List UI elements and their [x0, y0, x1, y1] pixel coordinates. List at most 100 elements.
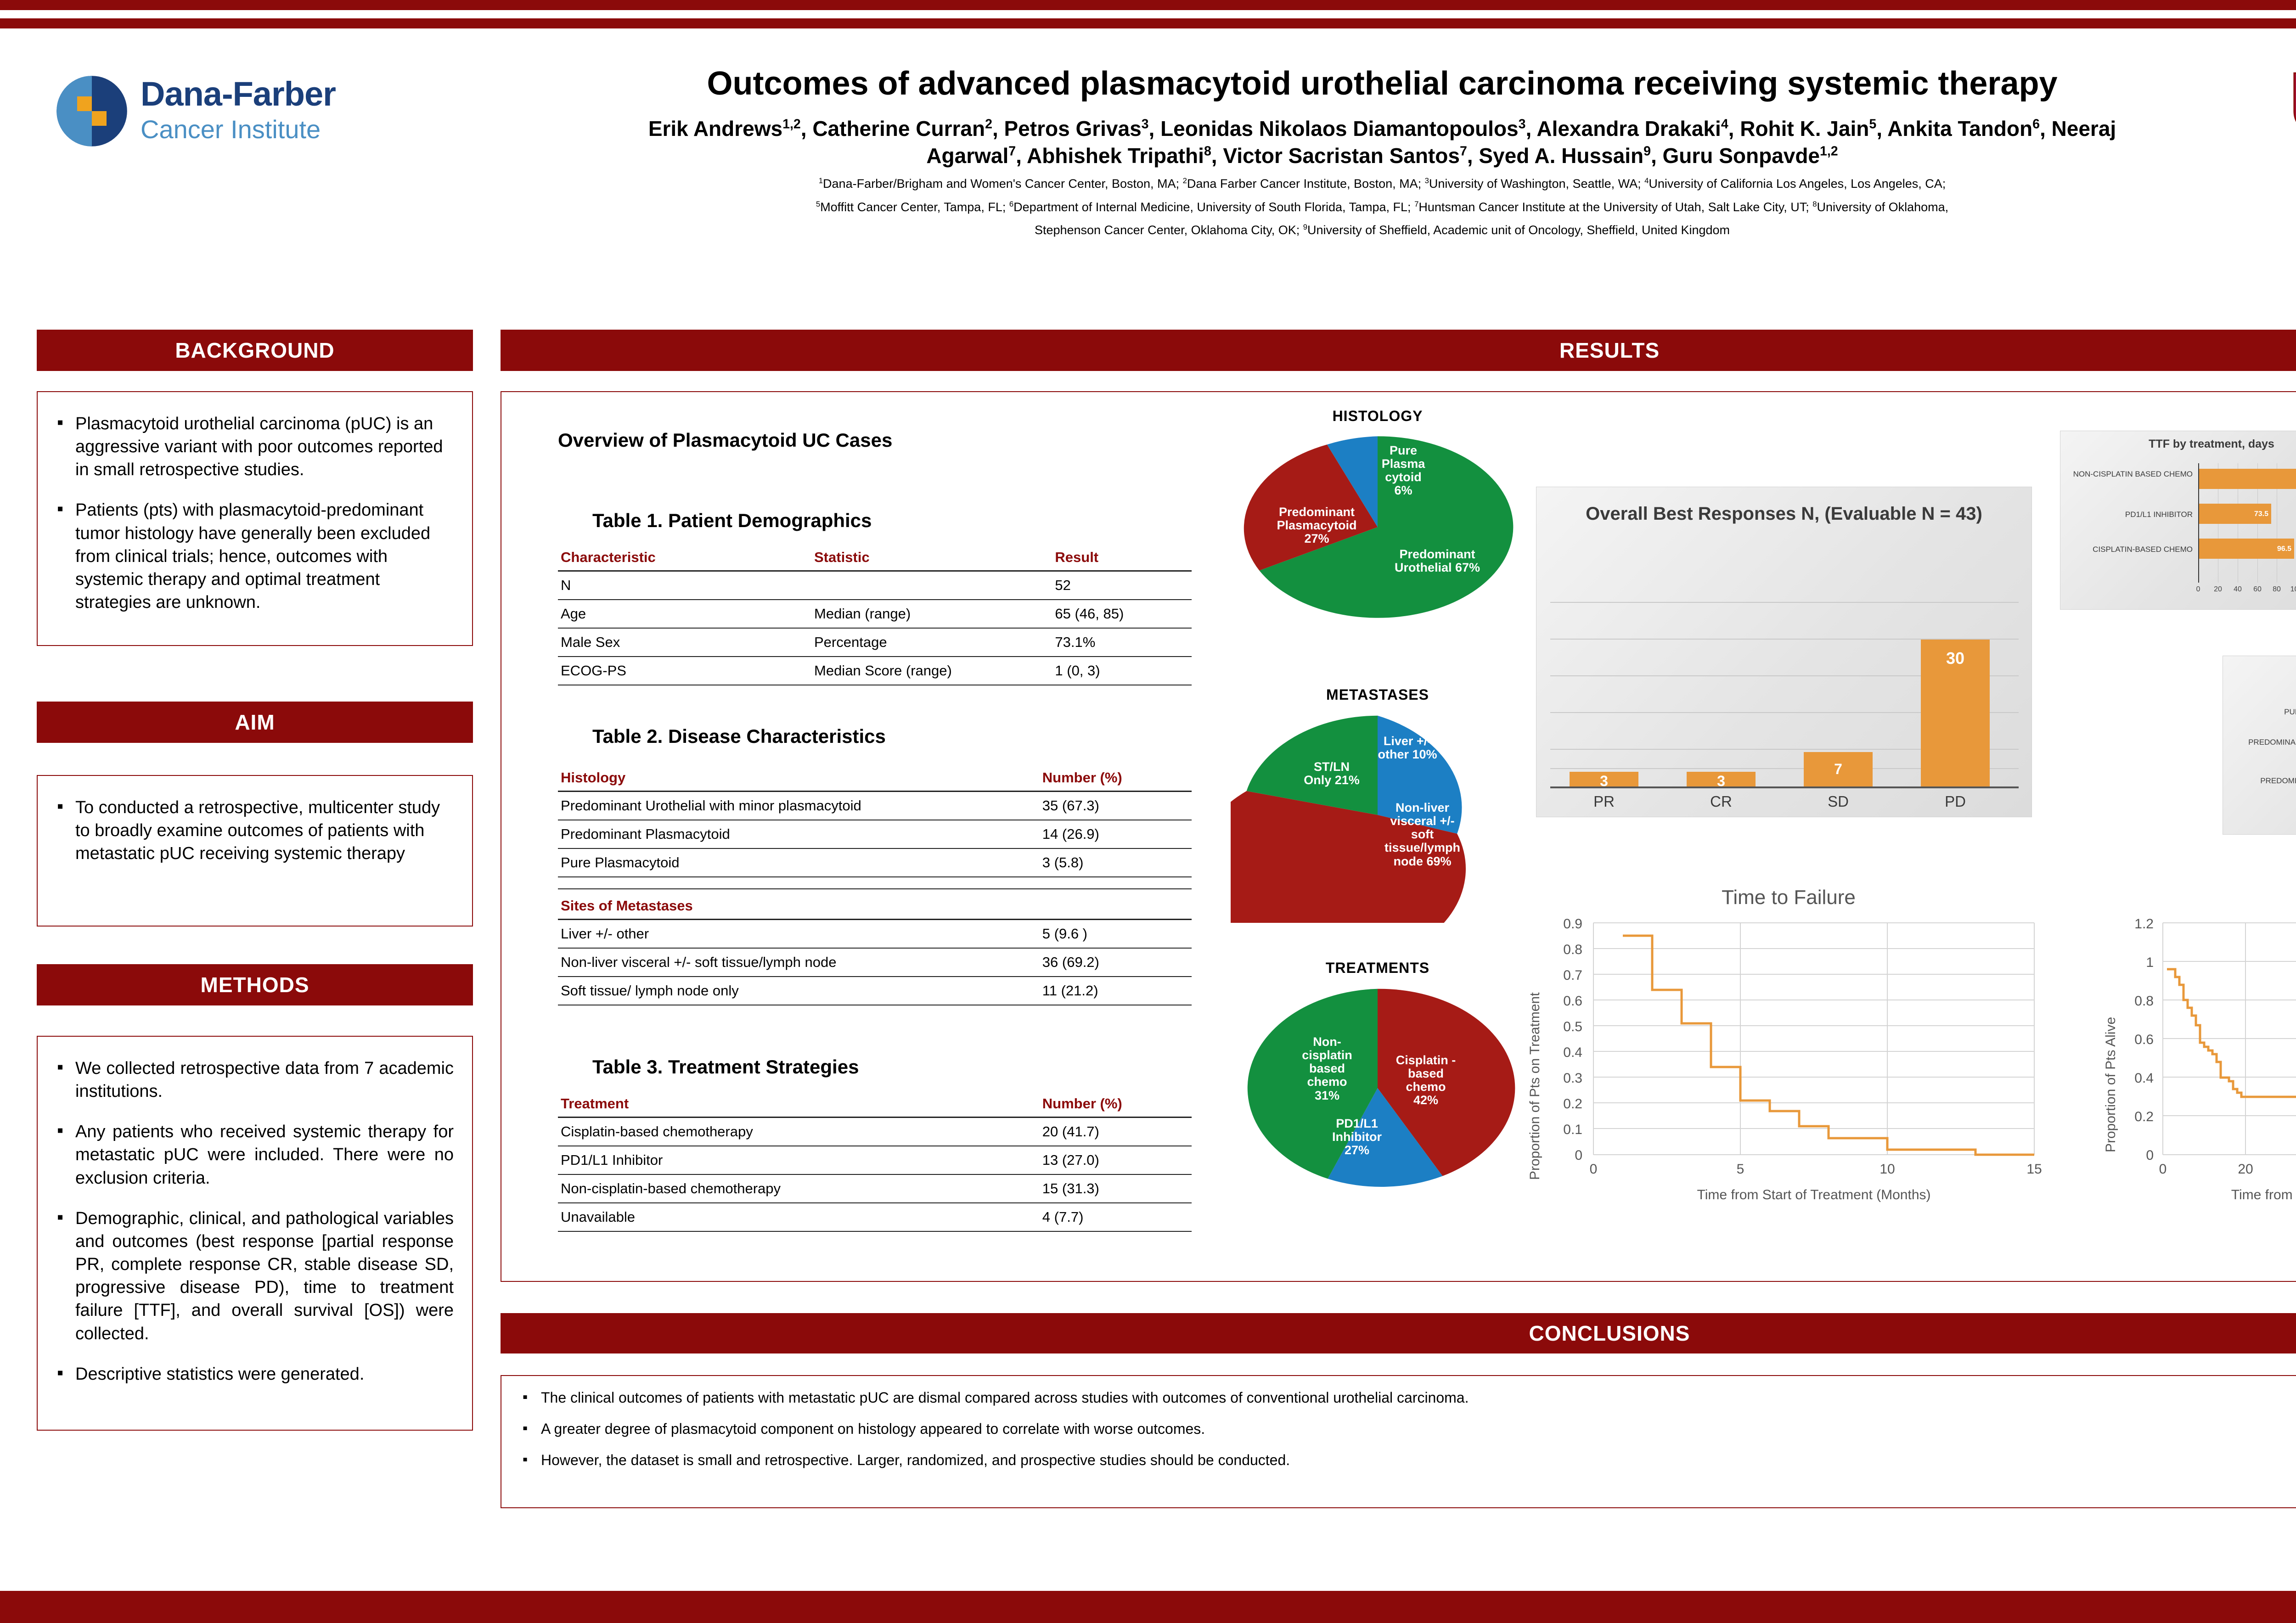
y-tick: 0.2	[1563, 1096, 1582, 1112]
table-patient-demographics: Characteristic Statistic Result N 52 Age…	[558, 546, 1192, 685]
cell: Unavailable	[558, 1203, 1040, 1232]
y-tick: 1	[2146, 955, 2154, 970]
section-banner-methods: METHODS	[37, 964, 473, 1005]
chart-ttf-by-treatment: TTF by treatment, days 122.5 73.5 96.5 N…	[2060, 431, 2296, 610]
y-tick: 1.2	[2134, 916, 2154, 932]
y-tick: 0.3	[1563, 1071, 1582, 1086]
cell: 11 (21.2)	[1039, 977, 1192, 1005]
x-tick: 0	[1589, 1162, 1598, 1177]
section-banner-aim: AIM	[37, 702, 473, 743]
table-row: Pure Plasmacytoid 3 (5.8)	[558, 848, 1192, 877]
methods-panel: We collected retrospective data from 7 a…	[37, 1036, 473, 1431]
bar-value-sd: 7	[1834, 761, 1842, 777]
pie-svg	[1231, 715, 1466, 923]
chart-treatments-pie: TREATMENTS Non-cisplatin based chemo 31%…	[1231, 960, 1525, 1196]
bar-value-cisplatin: 96.5	[2277, 545, 2291, 553]
y-tick: 0	[1575, 1148, 1582, 1163]
cell: Non-liver visceral +/- soft tissue/lymph…	[558, 948, 1040, 977]
list-item: To conducted a retrospective, multicente…	[54, 794, 454, 865]
author-list-line-2: Agarwal7, Abhishek Tripathi8, Victor Sac…	[926, 143, 1838, 168]
cell: Predominant Plasmacytoid	[558, 820, 1040, 849]
background-panel: Plasmacytoid urothelial carcinoma (pUC) …	[37, 391, 473, 646]
cell: Liver +/- other	[558, 919, 1040, 949]
cell	[811, 571, 1052, 600]
chart-overall-survival: Overall Survival Proportion of Pts Alive…	[2094, 886, 2296, 1249]
column-header: Statistic	[811, 546, 1052, 572]
chart-title: Time to Failure	[1722, 886, 1856, 909]
harvard-medical-school-logo: HARVARD MEDICAL SCHOOL	[2291, 70, 2296, 139]
category-label-pure-plasmacytoid: PURE PLASMACYTOID	[2284, 708, 2296, 716]
x-tick: 0	[2159, 1162, 2167, 1177]
bar-pd1l1-inhibitor	[2199, 504, 2271, 524]
conclusions-panel: The clinical outcomes of patients with m…	[501, 1375, 2296, 1508]
category-label-pd: PD	[1945, 793, 1966, 810]
category-label-predominant-urothelial: PREDOMINANT UROTHELIAL	[2260, 776, 2296, 785]
table-row: Male Sex Percentage 73.1%	[558, 628, 1192, 657]
aim-panel: To conducted a retrospective, multicente…	[37, 775, 473, 927]
pie-svg	[1247, 988, 1515, 1187]
x-tick: 5	[1736, 1162, 1745, 1177]
results-overview-title: Overview of Plasmacytoid UC Cases	[558, 429, 893, 451]
table-subsection-header: Sites of Metastases	[558, 888, 1192, 920]
column-header: Number (%)	[1039, 1093, 1192, 1118]
table3-title: Table 3. Treatment Strategies	[592, 1056, 859, 1078]
aim-bullet-list: To conducted a retrospective, multicente…	[54, 794, 454, 865]
table-row: PD1/L1 Inhibitor 13 (27.0)	[558, 1146, 1192, 1175]
cell: Median (range)	[811, 600, 1052, 629]
list-item: A greater degree of plasmacytoid compone…	[520, 1418, 2296, 1438]
category-label-sd: SD	[1828, 793, 1849, 810]
x-tick: 40	[2234, 585, 2242, 593]
cell: ECOG-PS	[558, 657, 811, 685]
list-item: However, the dataset is small and retros…	[520, 1449, 2296, 1470]
chart-metastases-pie: METASTASES Liver +/- other 10% ST/LN Onl…	[1231, 686, 1525, 923]
y-tick: 0.9	[1563, 916, 1582, 932]
list-item: The clinical outcomes of patients with m…	[520, 1387, 2296, 1407]
cell: Predominant Urothelial with minor plasma…	[558, 791, 1040, 820]
bar-sd	[1804, 752, 1873, 786]
x-tick: 10	[1880, 1162, 1895, 1177]
pie-slice-label-pd1l1: PD1/L1 Inhibitor 27%	[1332, 1117, 1382, 1157]
cell: 1 (0, 3)	[1052, 657, 1192, 685]
cell: 13 (27.0)	[1039, 1146, 1192, 1175]
table-row: Non-cisplatin-based chemotherapy 15 (31.…	[558, 1174, 1192, 1203]
list-item: Demographic, clinical, and pathological …	[54, 1205, 454, 1345]
x-tick: 20	[2214, 585, 2222, 593]
x-tick: 20	[2238, 1162, 2253, 1177]
category-label-cr: CR	[1710, 793, 1732, 810]
cell: 52	[1052, 571, 1192, 600]
cell: 65 (46, 85)	[1052, 600, 1192, 629]
cell: Cisplatin-based chemotherapy	[558, 1117, 1040, 1146]
table-row: Age Median (range) 65 (46, 85)	[558, 600, 1192, 629]
cell: N	[558, 571, 811, 600]
km-plot-svg	[2162, 922, 2296, 1155]
author-list-line-1: Erik Andrews1,2, Catherine Curran2, Petr…	[648, 116, 2116, 140]
table-row: Liver +/- other 5 (9.6 )	[558, 919, 1192, 949]
harvard-shield-icon	[2291, 70, 2296, 139]
cell: 4 (7.7)	[1039, 1203, 1192, 1232]
y-tick: 0	[2146, 1148, 2154, 1163]
bar-value-pd: 30	[1946, 649, 1965, 668]
y-tick: 0.8	[1563, 942, 1582, 957]
x-axis-label: Time from Start of Treatment (Months)	[1697, 1187, 1931, 1202]
cell: Age	[558, 600, 811, 629]
table-treatment-strategies: Treatment Number (%) Cisplatin-based che…	[558, 1093, 1192, 1232]
bar-value-non-cisplatin: 122.5	[2276, 475, 2296, 483]
pie-slice-label-nonliver: Non-liver visceral +/- soft tissue/lymph…	[1384, 801, 1461, 868]
affiliations-line-1: 1Dana-Farber/Brigham and Women's Cancer …	[818, 176, 1946, 191]
list-item: Descriptive statistics were generated.	[54, 1361, 454, 1386]
table-disease-characteristics: Histology Number (%) Predominant Urothel…	[558, 767, 1192, 1005]
cell: Pure Plasmacytoid	[558, 848, 1040, 877]
cell: Male Sex	[558, 628, 811, 657]
x-tick: 80	[2273, 585, 2281, 593]
section-banner-conclusions: CONCLUSIONS	[501, 1313, 2296, 1353]
table-row: Non-liver visceral +/- soft tissue/lymph…	[558, 948, 1192, 977]
cell: Soft tissue/ lymph node only	[558, 977, 1040, 1005]
y-tick: 0.4	[1563, 1045, 1582, 1060]
bar-pr	[1570, 772, 1638, 786]
chart-title: TTF by treatment, days	[2149, 438, 2274, 450]
column-header: Sites of Metastases	[558, 888, 1040, 920]
top-accent-bar-notch	[0, 10, 2296, 18]
table-row: Soft tissue/ lymph node only 11 (21.2)	[558, 977, 1192, 1005]
cell: 73.1%	[1052, 628, 1192, 657]
table-header-row: Treatment Number (%)	[558, 1093, 1192, 1118]
